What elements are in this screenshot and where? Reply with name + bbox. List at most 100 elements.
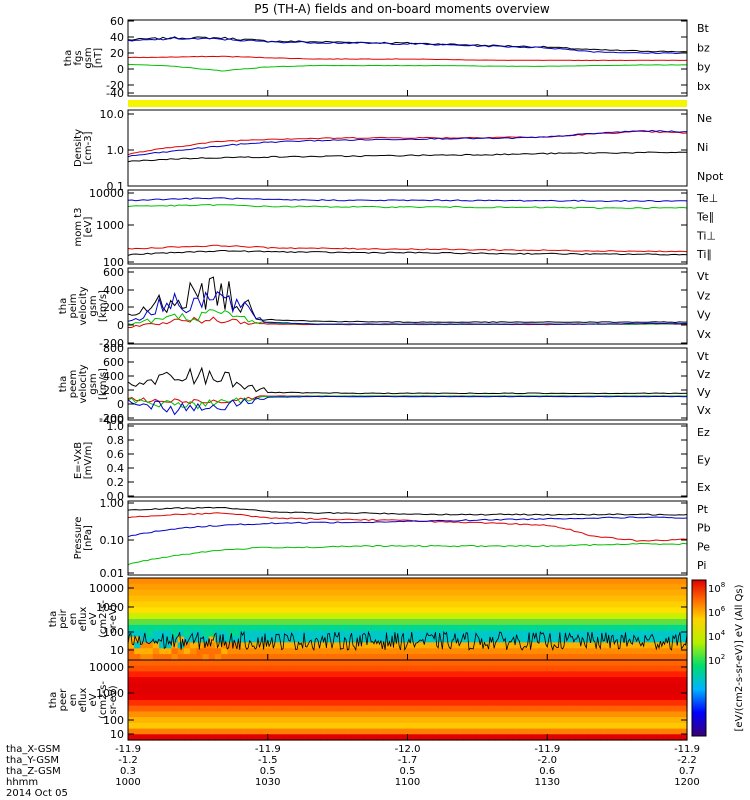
spectrogram-cell xyxy=(289,705,297,712)
spectrogram-cell xyxy=(301,682,309,690)
spectrogram-cell xyxy=(370,717,377,724)
spectrogram-cell xyxy=(264,660,272,667)
spectrogram-cell xyxy=(370,613,377,620)
spectrogram-cell xyxy=(419,722,427,730)
spectrogram-cell xyxy=(239,648,247,655)
spectrogram-cell xyxy=(649,722,657,730)
spectrogram-cell xyxy=(395,688,402,695)
spectrogram-cell xyxy=(388,677,396,684)
spectrogram-cell xyxy=(314,734,322,741)
spectrogram-cell xyxy=(183,682,191,690)
y-axis-label-line: eV xyxy=(88,693,99,706)
spectrogram-cell xyxy=(581,700,589,707)
spectrogram-cell xyxy=(183,660,191,667)
spectrogram-cell xyxy=(202,648,210,655)
spectrogram-cell xyxy=(264,648,272,655)
spectrogram-cell xyxy=(177,648,185,655)
spectrogram-cell xyxy=(544,624,551,632)
spectrogram-cell xyxy=(680,613,688,620)
y-axis-label: Pressure [nPa] xyxy=(73,517,94,560)
spectrogram-cell xyxy=(680,660,688,667)
spectrogram-cell xyxy=(345,642,353,649)
spectrogram-cell xyxy=(637,682,645,690)
spectrogram-cell xyxy=(531,595,539,603)
spectrogram-cell xyxy=(593,648,601,655)
spectrogram-cell xyxy=(593,717,601,724)
spectrogram-cell xyxy=(606,665,614,672)
spectrogram-cell xyxy=(308,636,315,644)
spectrogram-cell xyxy=(283,711,291,718)
spectrogram-cell xyxy=(438,607,446,614)
spectrogram-cell xyxy=(451,665,458,672)
series-line-bx xyxy=(127,37,688,55)
spectrogram-cell xyxy=(190,694,197,701)
spectrogram-cell xyxy=(357,734,365,741)
spectrogram-cell xyxy=(569,717,576,724)
spectrogram-cell xyxy=(277,589,284,597)
spectrogram-cell xyxy=(208,601,216,608)
spectrogram-cell xyxy=(357,711,365,718)
spectrogram-cell xyxy=(556,636,564,644)
spectrogram-cell xyxy=(208,700,216,707)
spectrogram-cell xyxy=(500,630,508,638)
spectrogram-cell xyxy=(252,665,259,672)
spectrogram-cell xyxy=(600,624,607,632)
spectrogram-cell xyxy=(252,595,259,603)
spectrogram-cell xyxy=(624,583,632,591)
spectrogram-cell xyxy=(208,589,216,597)
spectrogram-cell xyxy=(239,688,247,695)
spectrogram-cell xyxy=(587,665,595,672)
spectrogram-cell xyxy=(482,711,489,718)
spectrogram-cell xyxy=(221,583,228,591)
spectrogram-cell xyxy=(215,711,222,718)
spectrogram-cell xyxy=(531,711,539,718)
spectrogram-cell xyxy=(525,654,533,661)
spectrogram-cell xyxy=(308,613,315,620)
spectrogram-cell xyxy=(562,665,570,672)
spectrogram-cell xyxy=(593,607,601,614)
spectrogram-cell xyxy=(128,654,135,661)
spectrogram-cell xyxy=(444,607,452,614)
spectrogram-cell xyxy=(575,630,582,638)
spectrogram-cell xyxy=(140,671,148,678)
spectrogram-cell xyxy=(376,648,384,655)
spectrogram-cell xyxy=(357,648,365,655)
spectrogram-cell xyxy=(177,578,185,585)
spectrogram-cell xyxy=(177,595,185,603)
spectrogram-cell xyxy=(295,717,303,724)
spectrogram-cell xyxy=(196,682,204,690)
spectrogram-cell xyxy=(407,642,415,649)
spectrogram-cell xyxy=(674,688,682,695)
spectrogram-cell xyxy=(662,613,669,620)
spectrogram-cell xyxy=(438,648,446,655)
spectrogram-cell xyxy=(370,734,377,741)
spectrogram-cell xyxy=(177,636,185,644)
spectrogram-cell xyxy=(202,728,210,735)
spectrogram-cell xyxy=(252,607,259,614)
spectrogram-cell xyxy=(438,734,446,741)
spectrogram-cell xyxy=(531,688,539,695)
y-tick-label: 0.6 xyxy=(107,448,125,461)
spectrogram-cell xyxy=(395,700,402,707)
spectrogram-cell xyxy=(289,583,297,591)
spectrogram-cell xyxy=(444,688,452,695)
spectrogram-cell xyxy=(600,677,607,684)
spectrogram-cell xyxy=(246,630,253,638)
spectrogram-cell xyxy=(537,636,545,644)
spectrogram-cell xyxy=(177,717,185,724)
spectrogram-cell xyxy=(351,717,359,724)
spectrogram-cell xyxy=(413,665,421,672)
spectrogram-cell xyxy=(301,654,309,661)
spectrogram-cell xyxy=(388,700,396,707)
spectrogram-cell xyxy=(221,722,228,730)
spectrogram-cell xyxy=(413,654,421,661)
spectrogram-cell xyxy=(134,654,141,661)
spectrogram-cell xyxy=(649,711,657,718)
spectrogram-cell xyxy=(655,583,663,591)
spectrogram-cell xyxy=(270,728,278,735)
spectrogram-cell xyxy=(413,642,421,649)
spectrogram-cell xyxy=(550,688,558,695)
spectrogram-cell xyxy=(662,619,669,626)
spectrogram-cell xyxy=(556,578,564,585)
